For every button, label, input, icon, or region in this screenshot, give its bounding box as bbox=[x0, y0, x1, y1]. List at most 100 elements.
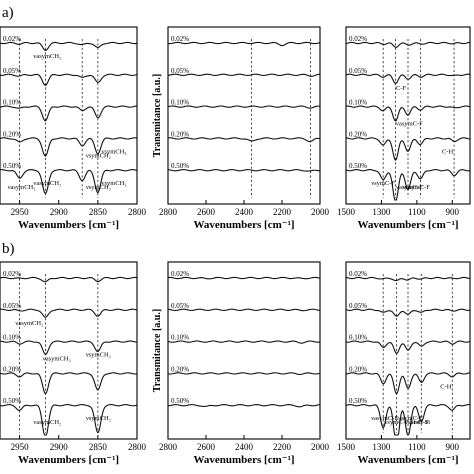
spectrum-a-left-3 bbox=[0, 137, 138, 157]
x-tick-label: 1100 bbox=[408, 442, 426, 452]
spectrum-b-left-0 bbox=[0, 276, 138, 283]
spectrum-b-left-1 bbox=[0, 308, 138, 318]
peak-annotation: νsymCH₃ bbox=[102, 180, 127, 187]
x-tick-label: 1100 bbox=[408, 207, 426, 217]
spectrum-b-left-2 bbox=[0, 340, 138, 355]
x-axis-label: Wavenumbers [cm⁻¹] bbox=[357, 454, 458, 466]
peak-annotation: Si-O-Si bbox=[410, 419, 430, 426]
peak-annotation: νasymCH₂ bbox=[33, 419, 61, 426]
panel-a-mid: 0.02% 0.05% 0.10% 0.20% 0.50% 2800 2600 2400 220… bbox=[152, 26, 330, 231]
series-label: 0.05% bbox=[3, 67, 21, 75]
y-axis-label: Transmitance [a.u.] bbox=[152, 74, 163, 157]
series-label: 0.20% bbox=[3, 130, 21, 138]
spectrum-a-mid-4 bbox=[167, 169, 321, 172]
spectrum-a-mid-2 bbox=[167, 105, 321, 109]
x-tick-label: 2800 bbox=[128, 442, 147, 452]
peak-annotation: νasymC-F bbox=[396, 121, 423, 128]
x-tick-label: 2200 bbox=[273, 207, 292, 217]
spectrum-a-right-2 bbox=[345, 105, 471, 122]
series-label: 0.10% bbox=[171, 334, 189, 342]
series-label: 0.10% bbox=[171, 99, 189, 107]
series-label: 0.02% bbox=[3, 270, 21, 278]
spectrum-b-mid-3 bbox=[167, 372, 321, 376]
series-label: 0.20% bbox=[349, 365, 367, 373]
spectrum-a-right-1 bbox=[345, 73, 471, 85]
x-tick-label: 2400 bbox=[235, 442, 254, 452]
plot-frame bbox=[167, 261, 321, 440]
panel-a-right: 0.02% 0.05% 0.10% 0.20% 0.50% C-F νasymC-F C-H ν… bbox=[337, 26, 471, 231]
series-label: 0.02% bbox=[349, 270, 367, 278]
spectrum-b-mid-0 bbox=[167, 276, 321, 280]
x-tick-label: 2800 bbox=[159, 442, 178, 452]
spectrum-a-right-3 bbox=[345, 137, 471, 161]
peak-annotation: νasymCH₂ bbox=[33, 180, 61, 187]
series-label: 0.20% bbox=[171, 130, 189, 138]
x-tick-label: 2600 bbox=[197, 442, 216, 452]
x-tick-label: 2000 bbox=[311, 442, 330, 452]
series-label: 0.02% bbox=[3, 35, 21, 43]
peak-annotation: νasymC-F bbox=[396, 415, 423, 422]
spectrum-a-mid-3 bbox=[167, 137, 321, 143]
x-tick-label: 900 bbox=[446, 207, 460, 217]
peak-annotation: νasymC-F bbox=[371, 415, 398, 422]
x-tick-label: 2000 bbox=[311, 207, 330, 217]
x-tick-label: 2950 bbox=[11, 207, 30, 217]
peak-annotation: νasymCH₂ bbox=[15, 320, 43, 327]
spectrum-b-right-3 bbox=[345, 372, 471, 395]
peak-annotation: C-H bbox=[440, 383, 452, 390]
plot-frame bbox=[345, 261, 471, 440]
x-tick-label: 2800 bbox=[159, 207, 178, 217]
series-label: 0.20% bbox=[3, 365, 21, 373]
series-label: 0.50% bbox=[3, 162, 21, 170]
peak-annotation: νsymC-F bbox=[371, 180, 395, 187]
peak-annotation: νasymCH₂ bbox=[33, 53, 61, 60]
series-label: 0.02% bbox=[171, 270, 189, 278]
peak-annotation: C-H bbox=[442, 148, 454, 155]
panel-b-left: 0.02% 0.05% 0.10% 0.20% 0.50% νasymCH₂ νasymCH… bbox=[0, 261, 147, 466]
x-tick-label: 900 bbox=[446, 442, 460, 452]
spectrum-a-left-1 bbox=[0, 73, 138, 87]
x-tick-label: 1500 bbox=[337, 207, 356, 217]
plot-area: 0.02% 0.05% 0.10% 0.20% 0.50% νasymCH₂ νsymCH₂… bbox=[0, 26, 471, 466]
row-label-b: b) bbox=[2, 241, 15, 257]
series-label: 0.10% bbox=[349, 334, 367, 342]
panel-b-mid: 0.02% 0.05% 0.10% 0.20% 0.50% 2800 2600 2400 220… bbox=[152, 261, 330, 466]
spectrum-a-right-4 bbox=[345, 169, 471, 201]
spectrum-b-left-3 bbox=[0, 372, 138, 395]
x-tick-label: 2200 bbox=[273, 442, 292, 452]
plot-frame bbox=[345, 26, 471, 205]
spectrum-b-mid-2 bbox=[167, 340, 321, 344]
peak-annotation: νasymCH₂ bbox=[43, 356, 71, 363]
plot-frame bbox=[0, 261, 138, 440]
x-axis-label: Wavenumbers [cm⁻¹] bbox=[357, 219, 458, 231]
spectrum-b-right-2 bbox=[345, 340, 471, 354]
series-label: 0.10% bbox=[3, 334, 21, 342]
peak-annotation: νsymCH₂ bbox=[86, 152, 111, 159]
spectrum-a-left-4 bbox=[0, 169, 138, 195]
peak-annotation: νsymCH₃ bbox=[102, 148, 127, 155]
x-tick-label: 1300 bbox=[372, 207, 391, 217]
series-label: 0.50% bbox=[349, 162, 367, 170]
row-label-a: a) bbox=[2, 5, 14, 21]
series-label: 0.50% bbox=[171, 397, 189, 405]
x-tick-label: 2600 bbox=[197, 207, 216, 217]
x-tick-label: 2400 bbox=[235, 207, 254, 217]
x-tick-label: 1500 bbox=[337, 442, 356, 452]
series-label: 0.10% bbox=[3, 99, 21, 107]
series-label: 0.50% bbox=[171, 162, 189, 170]
y-axis-label: Transmitance [a.u.] bbox=[152, 309, 163, 392]
spectrum-b-mid-1 bbox=[167, 308, 321, 312]
series-label: 0.05% bbox=[3, 302, 21, 310]
series-label: 0.05% bbox=[171, 67, 189, 75]
x-tick-label: 2800 bbox=[128, 207, 147, 217]
series-label: 0.50% bbox=[3, 397, 21, 405]
peak-annotation: C-F bbox=[396, 85, 407, 92]
x-axis-label: Wavenumbers [cm⁻¹] bbox=[193, 219, 294, 231]
series-label: 0.10% bbox=[349, 99, 367, 107]
spectrum-b-right-1 bbox=[345, 308, 471, 317]
series-label: 0.05% bbox=[171, 302, 189, 310]
series-label: 0.02% bbox=[171, 35, 189, 43]
spectrum-a-left-2 bbox=[0, 105, 138, 122]
x-axis-label: Wavenumbers [cm⁻¹] bbox=[193, 454, 294, 466]
